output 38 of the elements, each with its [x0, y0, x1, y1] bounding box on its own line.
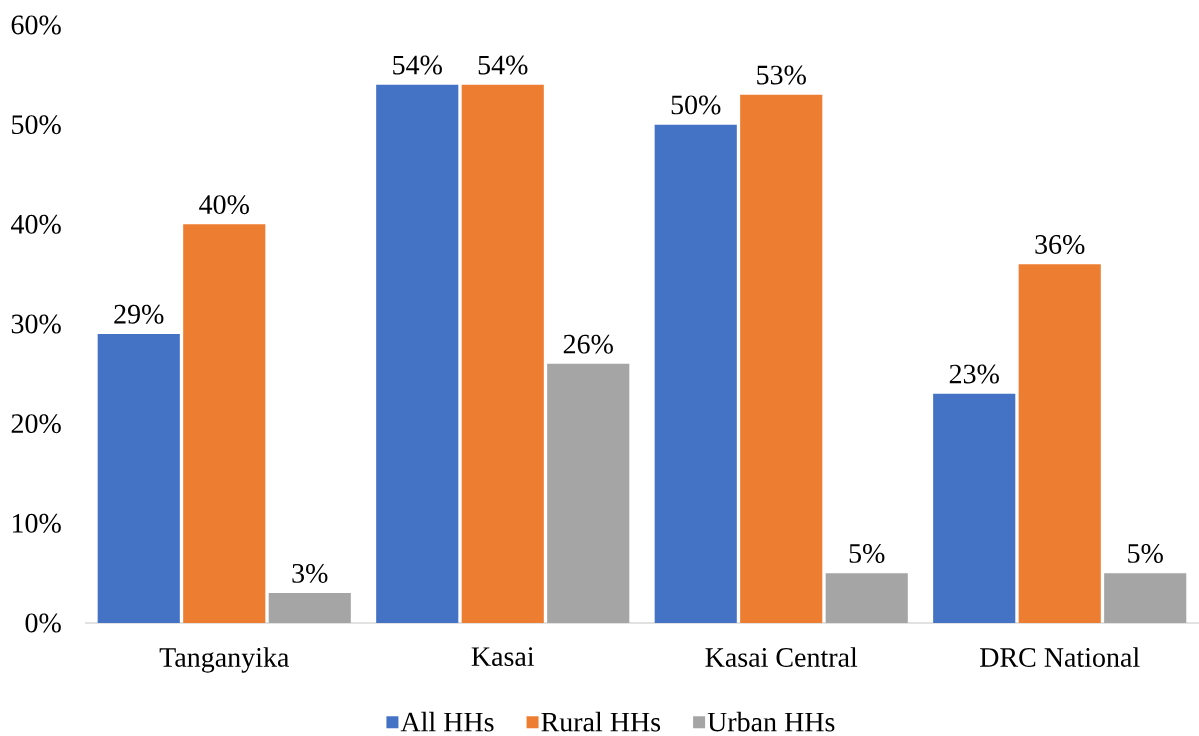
bar: [1018, 264, 1101, 623]
legend-label: All HHs: [400, 711, 494, 732]
legend-label: Urban HHs: [707, 711, 835, 732]
bar: [97, 333, 180, 623]
bar: [933, 393, 1016, 623]
y-tick-label: 20%: [11, 414, 61, 434]
data-label: 26%: [563, 334, 613, 354]
bar: [376, 84, 459, 623]
bar: [1104, 573, 1187, 623]
data-label: 36%: [1035, 235, 1085, 255]
bar: [740, 94, 823, 623]
legend-label: Rural HHs: [541, 711, 661, 732]
data-label: 5%: [1128, 543, 1163, 563]
data-label: 54%: [393, 55, 442, 75]
y-tick-label: 60%: [11, 15, 61, 35]
bar: [268, 593, 351, 623]
y-tick-label: 0%: [25, 613, 61, 633]
bar: [547, 363, 630, 623]
data-label: 23%: [949, 364, 999, 384]
data-label: 40%: [199, 195, 249, 215]
x-tick-label: Tanganyika: [159, 647, 290, 673]
bar: [183, 224, 266, 623]
data-label: 3%: [292, 563, 328, 583]
bar: [654, 124, 737, 623]
x-tick-label: DRC National: [980, 647, 1140, 667]
bar: [461, 84, 544, 623]
y-tick-label: 30%: [11, 314, 61, 334]
data-label: 54%: [478, 55, 528, 75]
y-tick-label: 10%: [12, 513, 61, 533]
y-tick-label: 50%: [12, 115, 61, 135]
x-tick-label: Kasai Central: [705, 647, 858, 667]
data-label: 53%: [757, 65, 806, 85]
x-tick-label: Kasai: [471, 647, 535, 667]
y-tick-label: 40%: [11, 214, 61, 234]
data-label: 29%: [114, 304, 164, 324]
data-label: 50%: [671, 95, 721, 115]
data-label: 5%: [849, 543, 885, 563]
bar: [825, 573, 908, 623]
